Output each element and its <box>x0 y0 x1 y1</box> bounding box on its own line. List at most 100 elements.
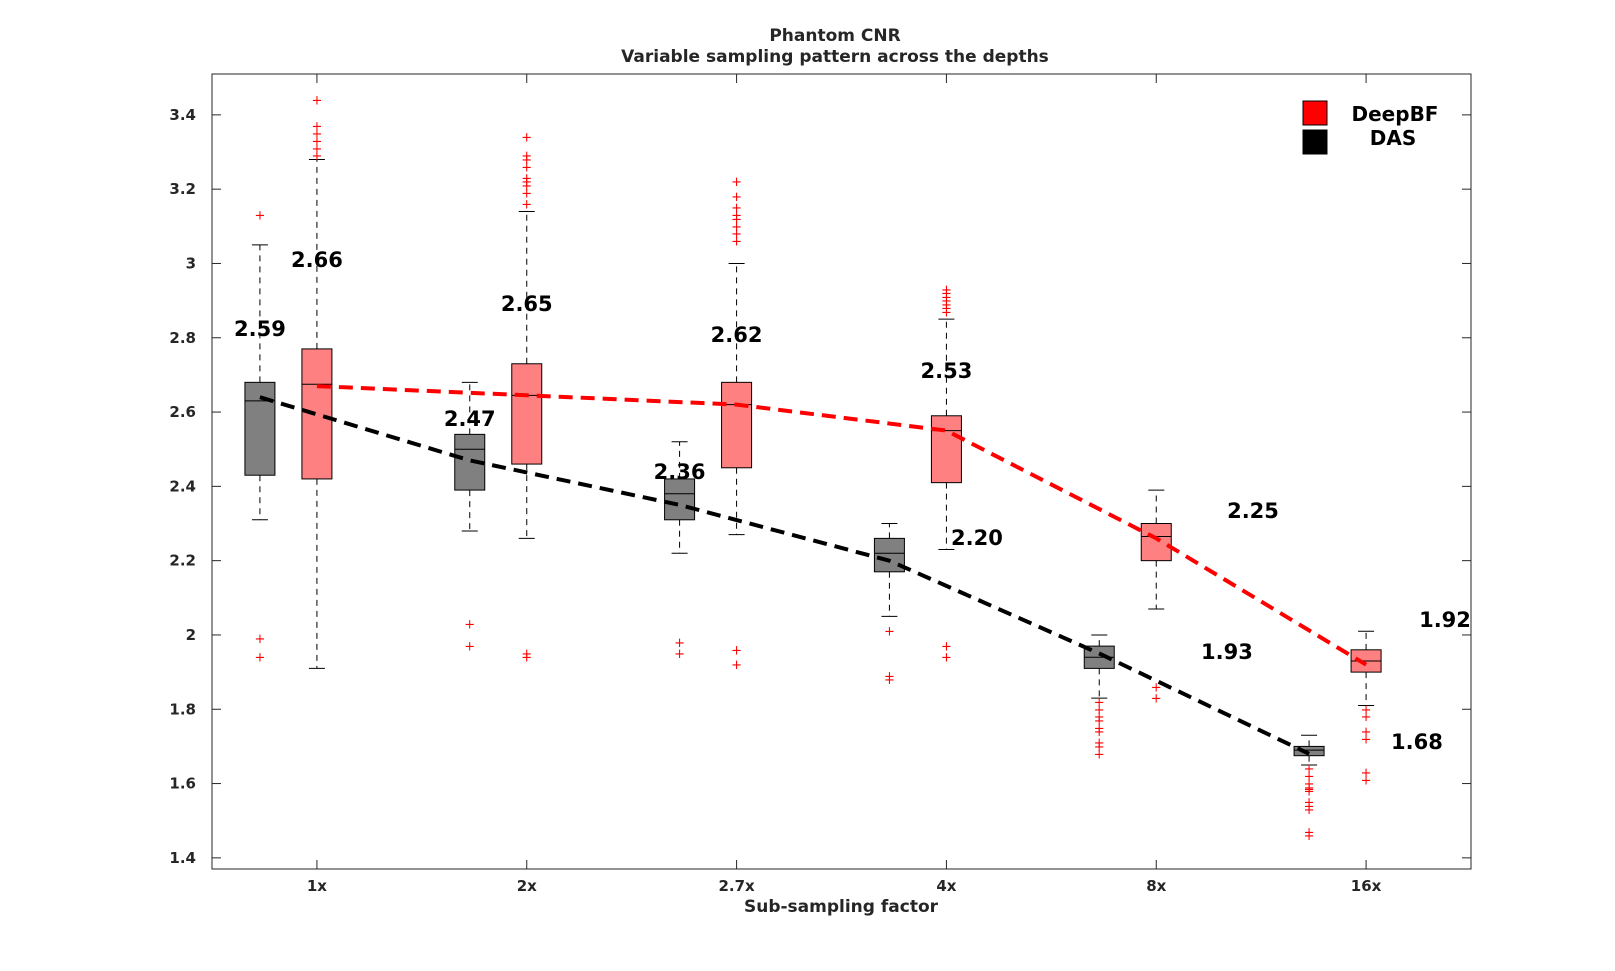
y-tick-label: 3 <box>186 254 196 272</box>
deepbf-box <box>930 415 962 484</box>
das-box <box>244 381 276 476</box>
mean-lines-layer <box>259 384 1368 756</box>
deepbf-outlier: + <box>941 305 952 320</box>
deepbf-outlier: + <box>521 131 532 146</box>
das-box <box>664 478 696 521</box>
das-outlier: + <box>1094 725 1105 740</box>
deepbf-outlier: + <box>521 647 532 662</box>
y-tick-label: 1.6 <box>169 775 196 793</box>
deepbf-outlier: + <box>731 235 742 250</box>
das-outlier: + <box>1304 784 1315 799</box>
deepbf-outlier: + <box>521 175 532 190</box>
das-outlier: + <box>1304 803 1315 818</box>
y-tick-label: 3.2 <box>169 180 196 198</box>
deepbf-outlier: + <box>731 220 742 235</box>
deepbf-mean-label: 2.53 <box>921 359 973 383</box>
das-outlier: + <box>674 636 685 651</box>
whiskers-layer <box>251 158 1375 766</box>
das-outlier: + <box>1304 777 1315 792</box>
y-tick-label: 2.6 <box>169 403 196 421</box>
deepbf-outlier: + <box>731 209 742 224</box>
das-outlier: + <box>1094 714 1105 729</box>
deepbf-box <box>511 363 543 465</box>
das-outlier: + <box>1094 747 1105 762</box>
das-mean-label: 2.59 <box>234 317 286 341</box>
legend-label-deepbf: DeepBF <box>1352 102 1439 126</box>
mean-labels-layer: 2.59 2.47 2.36 2.20 1.93 1.68 2.66 2.65 2.62 2.53… <box>234 248 1471 754</box>
deepbf-mean-label: 1.92 <box>1419 608 1471 632</box>
das-mean-line <box>259 395 1310 756</box>
y-tick-label: 2.2 <box>169 552 196 570</box>
deepbf-outlier: + <box>311 127 322 142</box>
deepbf-outlier: + <box>941 651 952 666</box>
das-outlier: + <box>884 673 895 688</box>
das-outlier: + <box>254 632 265 647</box>
deepbf-outlier: + <box>731 175 742 190</box>
deepbf-outlier: + <box>311 134 322 149</box>
x-tick-label: 8x <box>1146 877 1166 895</box>
y-tick-label: 3.4 <box>169 106 196 124</box>
das-mean-label: 1.68 <box>1391 730 1443 754</box>
deepbf-outlier: + <box>941 287 952 302</box>
deepbf-outlier: + <box>521 172 532 187</box>
das-outlier: + <box>464 617 475 632</box>
das-mean-label: 2.20 <box>951 526 1003 550</box>
deepbf-outlier: + <box>731 212 742 227</box>
deepbf-outlier: + <box>521 179 532 194</box>
deepbf-mean-label: 2.65 <box>501 292 553 316</box>
deepbf-mean-label: 2.66 <box>291 248 343 272</box>
deepbf-outlier: + <box>1361 732 1372 747</box>
das-outlier: + <box>1094 721 1105 736</box>
chart-subtitle: Variable sampling pattern across the dep… <box>621 47 1049 67</box>
deepbf-outlier: + <box>1361 766 1372 781</box>
deepbf-outlier: + <box>1361 725 1372 740</box>
y-tick-label: 2.8 <box>169 329 196 347</box>
das-outlier: + <box>1304 829 1315 844</box>
x-tick-label: 1x <box>307 877 327 895</box>
das-outlier: + <box>1094 703 1105 718</box>
deepbf-outlier: + <box>731 643 742 658</box>
das-box <box>1293 745 1325 757</box>
deepbf-outlier: + <box>731 201 742 216</box>
deepbf-outlier: + <box>311 120 322 135</box>
y-tick-label: 1.4 <box>169 849 196 867</box>
legend-label-das: DAS <box>1370 126 1416 150</box>
deepbf-outlier: + <box>941 298 952 313</box>
deepbf-outlier: + <box>521 198 532 213</box>
deepbf-outlier: + <box>521 160 532 175</box>
deepbf-outlier: + <box>1361 773 1372 788</box>
das-mean-label: 2.47 <box>444 407 496 431</box>
deepbf-outlier: + <box>941 640 952 655</box>
das-outlier: + <box>1094 710 1105 725</box>
das-outlier: + <box>1094 740 1105 755</box>
das-outlier: + <box>1304 796 1315 811</box>
outliers-layer: +++++ +++++++++++++++++++++++++++++++++++… <box>254 94 1371 845</box>
das-outlier: + <box>254 209 265 224</box>
legend-swatch-das <box>1302 129 1328 155</box>
deepbf-outlier: + <box>311 94 322 109</box>
deepbf-outlier: + <box>311 142 322 157</box>
deepbf-outlier: + <box>941 290 952 305</box>
das-outlier: + <box>1094 695 1105 710</box>
das-mean-label: 1.93 <box>1201 640 1253 664</box>
x-tick-label: 2x <box>517 877 537 895</box>
das-outlier: + <box>674 647 685 662</box>
deepbf-outlier: + <box>311 149 322 164</box>
das-outlier: + <box>884 625 895 640</box>
deepbf-outlier: + <box>1361 710 1372 725</box>
y-tick-label: 2 <box>186 626 196 644</box>
plot-frame <box>211 73 1472 870</box>
deepbf-outlier: + <box>521 186 532 201</box>
deepbf-box <box>301 348 333 480</box>
das-outlier: + <box>1304 762 1315 777</box>
chart-title: Phantom CNR <box>769 26 900 46</box>
das-mean-label: 2.36 <box>654 460 706 484</box>
deepbf-box <box>721 381 753 469</box>
deepbf-outlier: + <box>731 658 742 673</box>
x-axis-label: Sub-sampling factor <box>744 897 939 917</box>
y-tick-label: 1.8 <box>169 700 196 718</box>
das-outlier: + <box>464 640 475 655</box>
das-outlier: + <box>1304 770 1315 785</box>
deepbf-outlier: + <box>941 283 952 298</box>
